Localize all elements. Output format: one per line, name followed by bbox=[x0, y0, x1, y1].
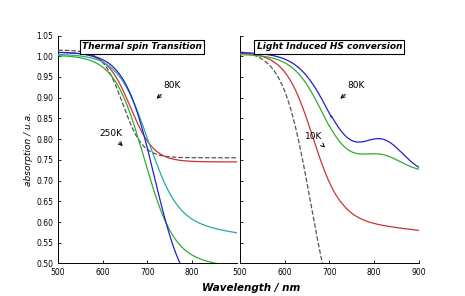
Text: 80K: 80K bbox=[157, 81, 180, 98]
Text: 80K: 80K bbox=[341, 81, 365, 98]
Text: 10K: 10K bbox=[305, 132, 324, 147]
Y-axis label: absorption / u.a.: absorption / u.a. bbox=[25, 112, 33, 186]
Text: Light Induced HS conversion: Light Induced HS conversion bbox=[257, 42, 402, 52]
Text: Wavelength / nm: Wavelength / nm bbox=[202, 283, 300, 293]
Text: 250K: 250K bbox=[99, 129, 122, 145]
Text: Thermal spin Transition: Thermal spin Transition bbox=[82, 42, 202, 52]
